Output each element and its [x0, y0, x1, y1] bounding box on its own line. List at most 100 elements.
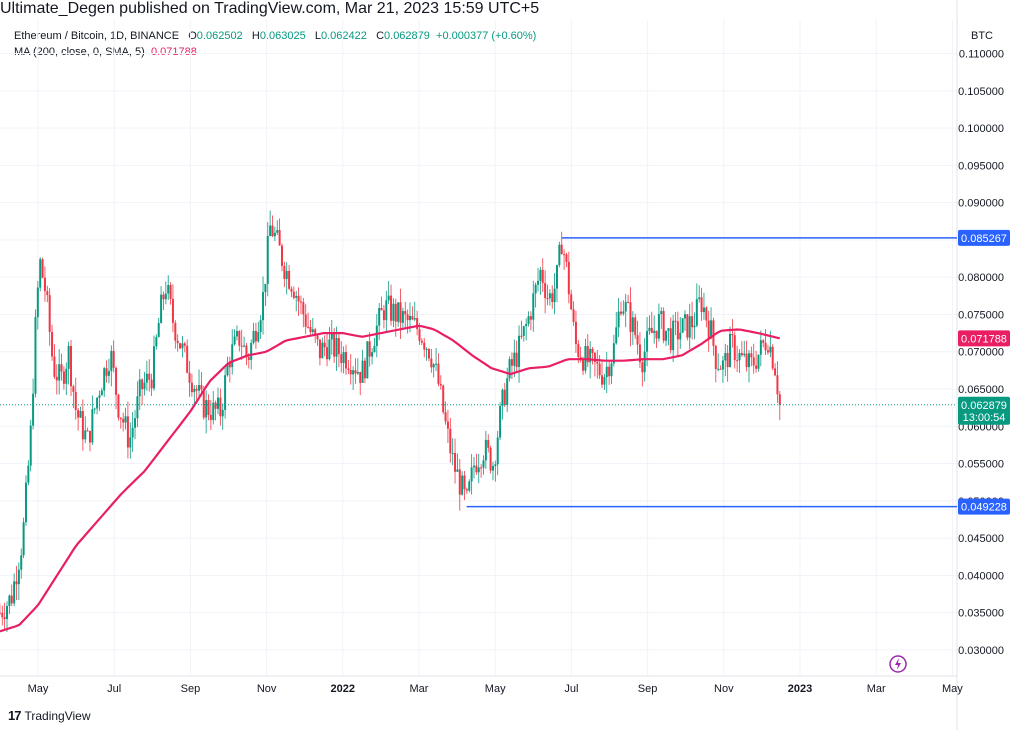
candle-body	[473, 465, 476, 468]
candle-body	[100, 390, 103, 396]
candle-body	[733, 335, 736, 361]
candle-body	[627, 301, 630, 303]
candle-body	[427, 348, 430, 359]
candle-body	[356, 371, 359, 374]
candle-body	[747, 353, 750, 368]
candle-body	[397, 302, 400, 322]
candle-body	[446, 421, 449, 429]
candle-body	[591, 348, 594, 353]
candle-body	[451, 453, 454, 455]
candle-body	[565, 254, 568, 262]
candle-body	[238, 331, 241, 346]
candle-body	[527, 316, 530, 324]
candle-body	[574, 321, 577, 345]
ma-tag-label: 0.071788	[961, 333, 1007, 345]
candle-body	[470, 467, 473, 482]
candle-body	[32, 393, 35, 426]
candle-body	[700, 297, 703, 313]
candle-body	[418, 329, 421, 341]
candle-body	[337, 338, 340, 355]
candle-body	[570, 294, 573, 310]
candle-body	[70, 345, 73, 387]
candle-body	[326, 347, 329, 360]
candle-body	[413, 318, 416, 320]
candle-body	[710, 320, 713, 339]
candle-body	[112, 350, 115, 368]
candle-body	[235, 331, 238, 337]
high-label: H	[251, 30, 260, 42]
x-tick-label: Sep	[638, 683, 658, 695]
x-tick-label: May	[28, 683, 49, 695]
candle-body	[491, 466, 494, 471]
candle-body	[157, 322, 160, 338]
candle-body	[328, 339, 331, 360]
candle-body	[404, 311, 407, 315]
candle-body	[340, 354, 343, 364]
candle-body	[67, 345, 70, 369]
candle-body	[292, 291, 295, 298]
candle-body	[544, 283, 547, 299]
candle-body	[148, 373, 151, 380]
x-tick-label: Jul	[564, 683, 578, 695]
candle-body	[276, 230, 279, 233]
candle-body	[243, 345, 246, 347]
candle-body	[707, 320, 710, 339]
candle-body	[105, 368, 108, 376]
grid	[0, 20, 957, 676]
candle-body	[532, 293, 535, 320]
close-value: 0.062879	[384, 30, 430, 42]
candle-body	[617, 311, 620, 328]
candle-body	[636, 335, 639, 345]
candle-body	[416, 318, 419, 330]
candle-body	[461, 475, 464, 495]
last-price-tag	[958, 396, 1010, 425]
candle-body	[138, 379, 141, 397]
candle-body	[278, 230, 281, 246]
candle-body	[145, 373, 148, 383]
candle-body	[551, 293, 554, 303]
candle-body	[198, 385, 201, 391]
candle-body	[207, 400, 210, 415]
candle-body	[729, 334, 732, 368]
candle-body	[513, 352, 516, 366]
candle-body	[231, 344, 234, 368]
candle-body	[186, 345, 189, 373]
candle-body	[84, 430, 87, 440]
lightning-icon[interactable]	[889, 655, 907, 673]
candle-body	[202, 389, 205, 418]
candle-body	[297, 295, 300, 302]
change-value: +0.000377 (+0.60%)	[436, 30, 537, 42]
candle-body	[425, 348, 428, 350]
candle-body	[6, 606, 9, 620]
candle-body	[240, 345, 243, 347]
candle-body	[593, 352, 596, 362]
candle-body	[646, 331, 649, 352]
candle-body	[643, 351, 646, 373]
x-tick-label: Jul	[107, 683, 121, 695]
candle-body	[437, 363, 440, 384]
candle-body	[51, 331, 54, 357]
y-tick-label: 0.070000	[958, 347, 1004, 359]
candle-body	[316, 335, 319, 340]
candle-body	[143, 382, 146, 390]
y-tick-label: 0.065000	[958, 384, 1004, 396]
candle-body	[107, 371, 110, 376]
candle-body	[615, 327, 618, 344]
moving-average-series	[0, 324, 781, 633]
candle-body	[582, 360, 585, 371]
candle-body	[152, 346, 155, 389]
candle-body	[430, 358, 433, 368]
candle-body	[420, 340, 423, 343]
candle-body	[254, 330, 257, 342]
candle-body	[444, 412, 447, 422]
ma-tag	[958, 330, 1010, 347]
candle-body	[318, 339, 321, 359]
candle-body	[695, 299, 698, 326]
candle-body	[394, 303, 397, 322]
candle-body	[601, 375, 604, 385]
candle-body	[539, 269, 542, 281]
candle-body	[757, 354, 760, 369]
horizontal-levels	[0, 237, 957, 508]
candle-body	[534, 284, 537, 294]
